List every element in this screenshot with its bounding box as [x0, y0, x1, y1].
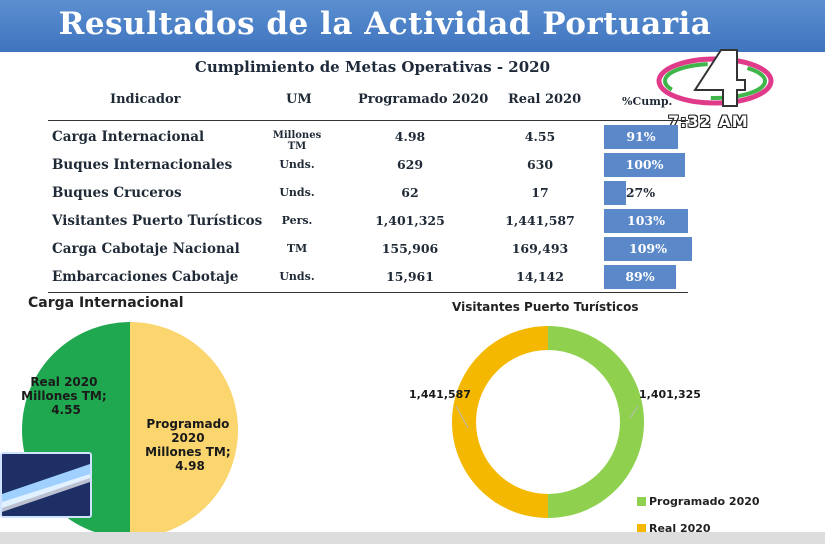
table-divider-top: [48, 120, 688, 121]
row-indicador: Carga Cabotaje Nacional: [52, 241, 240, 257]
col-header-programado: Programado 2020: [358, 92, 489, 107]
row-indicador: Buques Cruceros: [52, 185, 182, 201]
cump-bar: [604, 209, 688, 233]
row-real: 630: [526, 157, 554, 172]
pie-label-programado: Programado 2020 Millones TM; 4.98: [145, 417, 235, 473]
thumbnail-graphic-icon: [2, 454, 90, 516]
donut-chart-title: Visitantes Puerto Turísticos: [452, 300, 639, 314]
row-cump: 91%: [626, 129, 656, 144]
pie-label-real: Real 2020 Millones TM; 4.55: [21, 375, 111, 417]
row-real: 17: [531, 185, 549, 200]
legend-swatch-programado: [637, 497, 646, 506]
table-subtitle: Cumplimiento de Metas Operativas - 2020: [194, 58, 551, 76]
table-row: Carga Internacional Millones TM 4.98 4.5…: [0, 123, 825, 152]
row-indicador: Buques Internacionales: [52, 157, 233, 173]
row-indicador: Visitantes Puerto Turísticos: [52, 213, 263, 229]
legend-label-real: Real 2020: [649, 522, 711, 535]
row-indicador: Carga Internacional: [52, 129, 205, 145]
cump-bar: [604, 153, 685, 177]
table-row: Embarcaciones Cabotaje Unds. 15,961 14,1…: [0, 263, 825, 291]
cump-bar: [604, 237, 692, 261]
row-um: Unds.: [279, 158, 315, 171]
bottom-strip: [0, 532, 825, 544]
table-row: Carga Cabotaje Nacional TM 155,906 169,4…: [0, 235, 825, 263]
cump-bar: [604, 181, 626, 205]
row-indicador: Embarcaciones Cabotaje: [52, 269, 239, 285]
col-header-cump: %Cump.: [622, 95, 673, 108]
donut-label-real: 1,441,587: [409, 388, 471, 401]
donut-leader-right: [629, 405, 639, 419]
row-cump: 27%: [625, 185, 656, 200]
row-um: Unds.: [279, 270, 315, 283]
title-bar: Resultados de la Actividad Portuaria: [0, 0, 825, 52]
col-header-real: Real 2020: [508, 92, 582, 107]
row-cump: 89%: [625, 269, 655, 284]
row-programado: 62: [401, 185, 419, 200]
table-row: Buques Internacionales Unds. 629 630 100…: [0, 151, 825, 179]
pie-slice-programado: [130, 322, 238, 536]
row-programado: 1,401,325: [375, 213, 445, 228]
row-real: 169,493: [511, 241, 569, 256]
row-um: Millones TM: [272, 130, 322, 152]
donut-slice-programado: [548, 326, 644, 518]
row-real: 14,142: [516, 269, 564, 284]
col-header-um: UM: [286, 92, 312, 107]
row-programado: 155,906: [381, 241, 439, 256]
row-programado: 4.98: [394, 129, 426, 144]
clock-time: 7:32 AM: [668, 112, 749, 131]
donut-slice-real: [452, 326, 548, 518]
donut-label-programado: 1,401,325: [639, 388, 700, 401]
page-title: Resultados de la Actividad Portuaria: [58, 6, 712, 42]
row-um: Unds.: [279, 186, 315, 199]
row-cump: 103%: [627, 213, 665, 228]
overlay-thumbnail: [0, 452, 92, 518]
table-divider-bottom: [48, 292, 688, 293]
channel-logo-icon: [656, 49, 774, 107]
table-row: Buques Cruceros Unds. 62 17 27%: [0, 179, 825, 207]
row-um: Pers.: [281, 214, 313, 227]
cump-bar: [604, 265, 676, 289]
row-programado: 629: [396, 157, 424, 172]
col-header-indicador: Indicador: [110, 92, 181, 107]
row-cump: 109%: [629, 241, 667, 256]
donut-leader-left: [455, 405, 469, 429]
legend-label-programado: Programado 2020: [649, 495, 760, 508]
legend-swatch-real: [637, 524, 646, 533]
row-programado: 15,961: [386, 269, 434, 284]
row-cump: 100%: [625, 157, 664, 172]
row-real: 1,441,587: [505, 213, 575, 228]
row-um: TM: [286, 242, 308, 255]
cump-bar: [604, 125, 678, 149]
donut-chart: 1,441,587 1,401,325: [409, 326, 700, 518]
row-real: 4.55: [524, 129, 556, 144]
pie-chart-title: Carga Internacional: [28, 295, 184, 311]
table-row: Visitantes Puerto Turísticos Pers. 1,401…: [0, 207, 825, 235]
